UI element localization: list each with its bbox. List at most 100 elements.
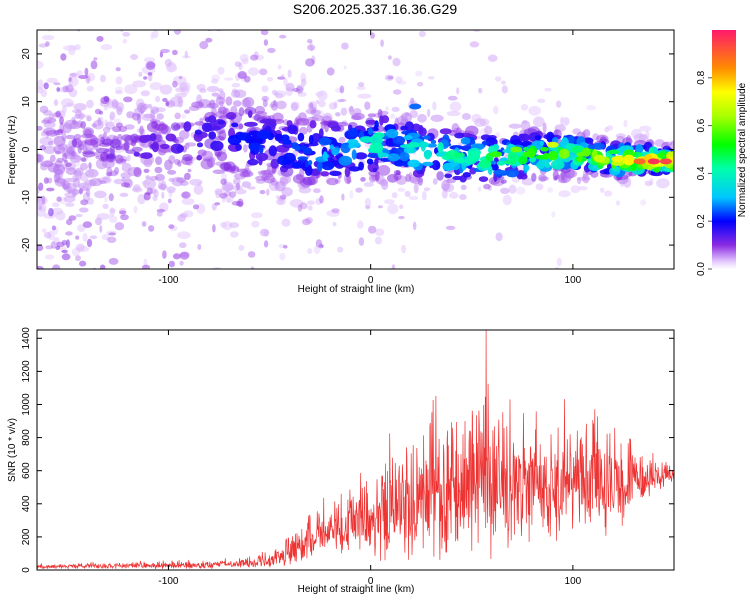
spectrogram-cell xyxy=(159,51,163,58)
spectrogram-cell xyxy=(256,130,271,140)
spectrogram-cell xyxy=(339,85,345,94)
spectrogram-cell xyxy=(560,116,565,126)
spectrogram-cell xyxy=(197,244,202,250)
spectrogram-cell xyxy=(366,158,374,165)
spectrogram-cell xyxy=(38,205,42,211)
spectrogram-cell xyxy=(217,66,225,75)
spectrogram-cell xyxy=(262,0,269,1)
spectrogram-cell xyxy=(125,302,132,310)
x-tick-label: 100 xyxy=(565,275,582,286)
spectrogram-cell xyxy=(219,193,228,199)
spectrogram-cell xyxy=(271,103,278,111)
spectrogram-cell xyxy=(37,244,44,252)
spectrogram-cell xyxy=(247,251,256,258)
spectrogram-cell xyxy=(300,78,307,87)
spectrogram-cell xyxy=(125,149,137,154)
spectrogram-x-label: Height of straight line (km) xyxy=(298,284,415,295)
spectrogram-cell xyxy=(490,151,502,158)
spectrogram-cell xyxy=(395,76,403,84)
spectrogram-cell xyxy=(174,112,181,120)
spectrogram-cell xyxy=(502,194,512,206)
spectrogram-cell xyxy=(95,147,110,154)
spectrogram-cell xyxy=(250,54,259,61)
snr-x-label: Height of straight line (km) xyxy=(298,584,415,595)
spectrogram-cell xyxy=(83,314,93,318)
spectrogram-cell xyxy=(59,116,64,125)
spectrogram-cell xyxy=(442,162,455,171)
spectrogram-cell xyxy=(582,173,590,184)
spectrogram-cell xyxy=(196,142,204,148)
spectrogram-cell xyxy=(508,123,522,129)
spectrogram-cell xyxy=(191,101,204,108)
spectrogram-cell xyxy=(53,13,60,17)
spectrogram-cell xyxy=(192,204,200,210)
spectrogram-cell xyxy=(387,153,400,162)
spectrogram-cell xyxy=(577,176,582,185)
spectrogram-cell xyxy=(432,101,437,111)
spectrogram-cell xyxy=(644,180,653,187)
spectrogram-cell xyxy=(364,197,371,209)
spectrogram-cell xyxy=(209,354,216,362)
spectrogram-cell xyxy=(277,155,290,166)
spectrogram-cell xyxy=(521,177,534,186)
spectrogram-cell xyxy=(391,192,398,199)
spectrogram-cell xyxy=(481,140,489,146)
spectrogram-cell xyxy=(103,318,110,326)
spectrogram-cell xyxy=(41,119,51,124)
spectrogram-cell xyxy=(375,228,385,236)
spectrogram-cell xyxy=(556,257,562,267)
spectrogram-cell xyxy=(176,145,184,153)
spectrogram-cell xyxy=(583,137,594,144)
spectrogram-cell xyxy=(84,129,93,138)
spectrogram-cell xyxy=(65,167,77,176)
spectrogram-cell xyxy=(484,125,493,135)
spectrogram-cell xyxy=(130,133,139,143)
x-tick-label: 100 xyxy=(565,576,582,587)
spectrogram-cell xyxy=(400,112,412,123)
spectrogram-cell xyxy=(390,113,396,119)
spectrogram-cell xyxy=(203,278,207,284)
spectrogram-cell xyxy=(210,140,224,151)
spectrogram-cell xyxy=(274,133,283,142)
spectrogram-cell xyxy=(79,260,87,267)
spectrogram-cell xyxy=(615,200,621,206)
spectrogram-cell xyxy=(568,135,575,144)
spectrogram-cell xyxy=(48,207,54,217)
spectrogram-cell xyxy=(385,128,399,139)
spectrogram-cell xyxy=(133,205,138,214)
spectrogram-cell xyxy=(507,151,518,163)
spectrogram-cell xyxy=(331,148,339,156)
spectrogram-cell xyxy=(230,231,239,238)
spectrogram-cell xyxy=(611,160,624,166)
spectrogram-cell xyxy=(335,112,341,117)
spectrogram-cell xyxy=(61,253,71,261)
spectrogram-cell xyxy=(374,158,379,166)
spectrogram-cell xyxy=(168,260,175,268)
spectrogram-cell xyxy=(471,140,476,146)
spectrogram-cell xyxy=(156,208,165,213)
spectrogram-cell xyxy=(216,151,228,162)
spectrogram-cell xyxy=(367,113,376,118)
spectrogram-cell xyxy=(138,390,148,394)
spectrogram-cell xyxy=(259,68,268,76)
spectrogram-cell xyxy=(121,8,127,15)
spectrogram-cell xyxy=(168,224,175,229)
spectrogram-cell xyxy=(285,82,295,92)
spectrogram-cell xyxy=(174,332,182,336)
spectrogram-cell xyxy=(635,144,644,155)
y-tick-label: 0 xyxy=(21,146,32,152)
spectrogram-cell xyxy=(141,221,147,227)
spectrogram-cell xyxy=(172,49,178,56)
spectrogram-cell xyxy=(107,236,117,243)
spectrogram-cell xyxy=(555,100,562,108)
spectrogram-cell xyxy=(132,80,146,88)
spectrogram-cell xyxy=(235,182,241,190)
spectrogram-cell xyxy=(43,145,56,155)
spectrogram-cell xyxy=(62,153,68,161)
y-tick-label: 1000 xyxy=(21,393,32,416)
spectrogram-cell xyxy=(103,132,107,138)
spectrogram-cell xyxy=(633,158,646,165)
spectrogram-cell xyxy=(160,48,170,54)
spectrogram-cell xyxy=(313,188,321,194)
spectrogram-cell xyxy=(422,135,431,140)
